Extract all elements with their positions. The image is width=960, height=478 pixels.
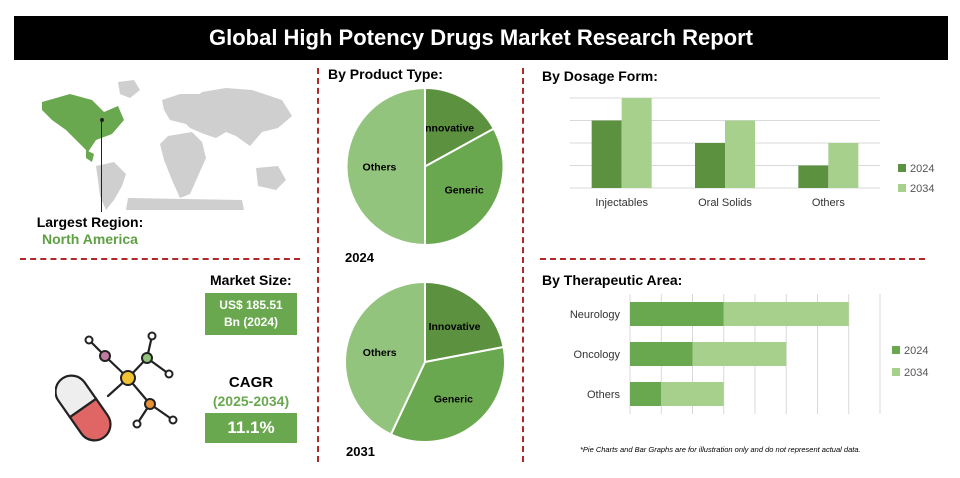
legend-label-2034: 2034 [904, 367, 928, 379]
bar-others-2034 [828, 143, 859, 188]
product-type-title: By Product Type: [328, 66, 443, 82]
bar-others-2034 [661, 382, 724, 406]
legend-label-2034: 2034 [910, 183, 934, 195]
pie-label-innovative: Innovative [429, 321, 481, 333]
market-size-box: US$ 185.51 Bn (2024) [205, 293, 297, 335]
legend-swatch-2024 [898, 164, 906, 172]
divider-left-horizontal [20, 258, 300, 260]
divider-right [522, 68, 524, 462]
divider-left [317, 68, 319, 462]
pie-label-innovative: Innovative [422, 122, 474, 134]
pie-slice-generic [424, 127, 505, 247]
report-title: Global High Potency Drugs Market Researc… [14, 16, 948, 60]
pie-2031-year-label: 2031 [346, 444, 375, 459]
product-type-pie-2024: Innovative Generic Others [345, 86, 505, 247]
cagr-value-box: 11.1% [205, 413, 297, 443]
y-tick-label: Oncology [574, 349, 621, 361]
legend-label-2024: 2024 [910, 163, 934, 175]
north-america-highlight [42, 94, 124, 152]
y-tick-label: Others [587, 389, 621, 401]
market-size-label: Market Size: [210, 272, 292, 288]
bar-injectables-2034 [621, 98, 652, 188]
legend-swatch-2034 [898, 184, 906, 192]
bar-neurology-2034 [723, 302, 849, 326]
molecule-capsule-icon [55, 331, 178, 442]
dosage-form-title: By Dosage Form: [542, 68, 658, 84]
bar-oral-solids-2024 [695, 143, 725, 188]
pie-label-others: Others [363, 162, 397, 174]
x-tick-label: Oral Solids [698, 197, 752, 209]
pie-label-generic: Generic [434, 394, 473, 406]
bar-others-2024 [630, 382, 662, 406]
bar-injectables-2024 [591, 120, 622, 188]
product-type-pie-2031: Innovative Generic Others [344, 280, 506, 443]
pie-slice-others [345, 86, 426, 247]
legend-swatch-2034 [892, 368, 900, 376]
legend-swatch-2024 [892, 346, 900, 354]
bar-neurology-2024 [630, 302, 724, 326]
market-size-value-line1: US$ 185.51 [219, 298, 283, 312]
y-tick-label: Neurology [570, 309, 621, 321]
pie-slice-others [344, 280, 426, 436]
therapeutic-area-bar-chart: Neurology Oncology Others 2024 2034 [570, 294, 928, 414]
bar-oncology-2034 [692, 342, 787, 366]
x-tick-label: Others [812, 197, 846, 209]
x-tick-label: Injectables [595, 197, 648, 209]
bar-oncology-2024 [630, 342, 693, 366]
region-pointer-line [101, 120, 102, 212]
legend-label-2024: 2024 [904, 345, 928, 357]
pie-slice-innovative [424, 86, 496, 169]
pie-2024-year-label: 2024 [345, 250, 374, 265]
bar-others-2024 [798, 165, 829, 188]
therapeutic-area-title: By Therapeutic Area: [542, 272, 683, 288]
divider-right-horizontal [540, 258, 925, 260]
cagr-label: CAGR [228, 374, 274, 391]
pie-slice-generic [389, 345, 506, 443]
bar-oral-solids-2034 [725, 120, 755, 188]
largest-region-value: North America [42, 231, 138, 247]
footnote: *Pie Charts and Bar Graphs are for illus… [580, 445, 861, 454]
largest-region-label: Largest Region: [36, 214, 144, 230]
pie-label-others: Others [363, 347, 397, 359]
pie-slice-innovative [424, 280, 505, 364]
dosage-form-bar-chart: Injectables Oral Solids Others 2024 2034 [570, 97, 934, 209]
pie-label-generic: Generic [445, 185, 484, 197]
world-map-icon [42, 80, 292, 210]
cagr-years: (2025-2034) [212, 393, 290, 409]
market-size-value-line2: Bn (2024) [223, 315, 279, 329]
